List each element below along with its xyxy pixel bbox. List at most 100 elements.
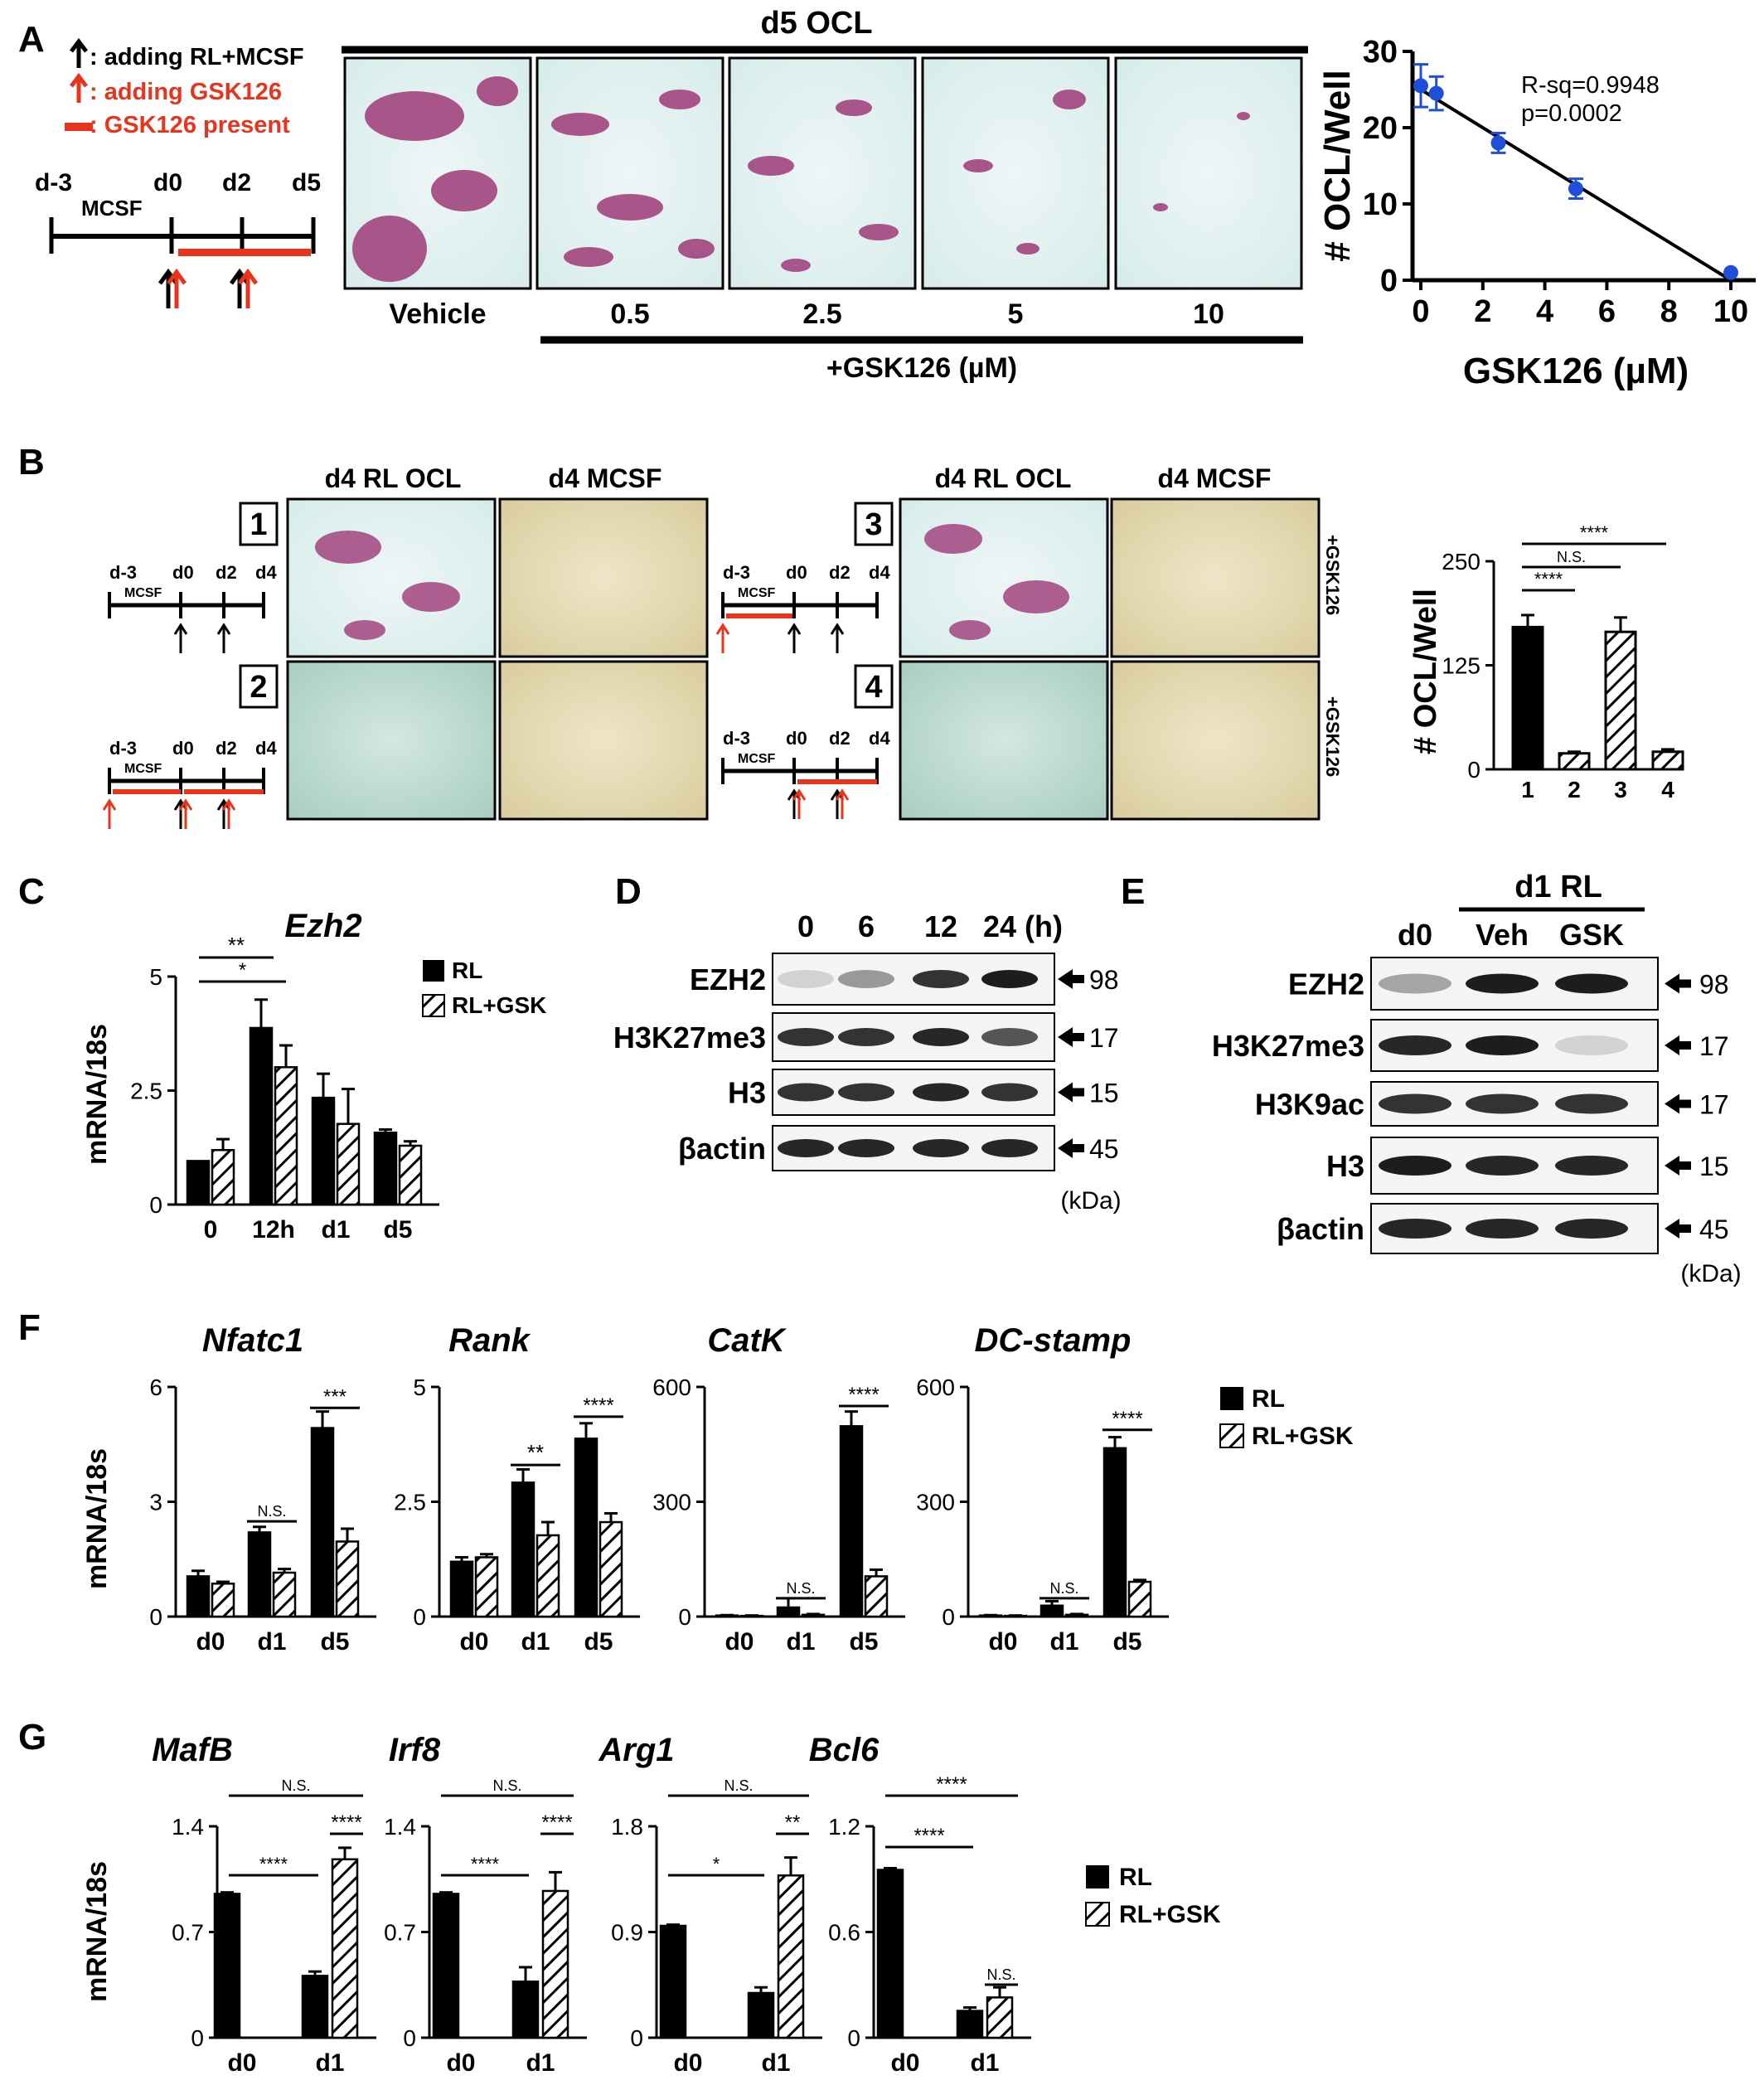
bar xyxy=(536,1534,560,1618)
legend-label: RL+GSK xyxy=(1252,1423,1354,1450)
timeline-tick-label: d-3 xyxy=(35,169,72,196)
timeline-tick-label: d2 xyxy=(829,728,850,749)
blot-band xyxy=(1379,1219,1451,1239)
blot-band xyxy=(1555,1093,1628,1114)
panel-g-legend: RL RL+GSK xyxy=(1085,1864,1221,1928)
black-arrow-icon xyxy=(158,268,179,308)
bar xyxy=(301,1975,329,2039)
charts-g: MafB 0 0.7 1.4 d0 d1 **** **** N.S. Irf8 0 0.7 1.4 d0… xyxy=(152,1732,1031,2077)
legend-red-arrow-text: : adding GSK126 xyxy=(90,79,282,105)
x-tick-label: d0 xyxy=(459,1628,488,1656)
col-header: d4 RL OCL xyxy=(325,463,462,493)
blot-band xyxy=(1555,1035,1628,1055)
blot-band xyxy=(1379,973,1451,994)
x-tick-label: 8 xyxy=(1660,294,1678,329)
bar xyxy=(1102,1447,1127,1618)
blot-band xyxy=(981,1139,1038,1157)
blot-band xyxy=(1466,1219,1539,1239)
x-tick-label: 2 xyxy=(1568,777,1581,802)
red-arrow-icon xyxy=(102,798,117,829)
kda-label: 17 xyxy=(1699,1090,1729,1120)
arrow-icon xyxy=(1058,1082,1084,1103)
lane-label: 6 xyxy=(858,909,875,943)
chart-title: CatK xyxy=(707,1322,787,1359)
significance-label: * xyxy=(713,1854,720,1874)
timeline-tick-label: d2 xyxy=(216,562,237,583)
kda-label: 15 xyxy=(1699,1152,1729,1181)
micrograph xyxy=(1110,660,1321,821)
bar xyxy=(336,1122,361,1206)
significance-label: N.S. xyxy=(1049,1580,1078,1597)
black-arrow-icon xyxy=(229,268,250,308)
red-arrow-icon xyxy=(237,268,259,308)
red-arrow-icon xyxy=(166,268,187,308)
blot-band xyxy=(981,970,1038,988)
blot-band xyxy=(1466,1156,1539,1176)
y-tick-label: 0.7 xyxy=(172,1919,204,1945)
timeline-tick-label: d0 xyxy=(786,728,807,749)
y-tick-label: 1.2 xyxy=(828,1814,860,1840)
y-tick-label: 0 xyxy=(630,2025,643,2051)
kda-unit: (kDa) xyxy=(1680,1260,1741,1287)
y-tick-label: 0.6 xyxy=(828,1919,860,1945)
x-tick-label: d1 xyxy=(970,2049,999,2077)
significance-label: **** xyxy=(259,1854,288,1874)
timeline-mcsf-label: MCSF xyxy=(81,196,143,221)
y-tick-label: 10 xyxy=(1363,187,1398,222)
bar xyxy=(211,1149,235,1206)
significance-label: **** xyxy=(1534,569,1563,589)
y-tick-label: 600 xyxy=(916,1375,955,1400)
col-header: d4 MCSF xyxy=(1158,463,1272,493)
timeline-tick-label: d-3 xyxy=(723,562,750,583)
significance-label: N.S. xyxy=(257,1503,286,1520)
significance-label: N.S. xyxy=(1557,549,1586,565)
x-tick-label: d1 xyxy=(521,1628,550,1656)
kda-label: 45 xyxy=(1699,1215,1729,1244)
arrow-icon xyxy=(1665,1093,1691,1114)
y-tick-label: 0 xyxy=(149,1192,162,1218)
bar xyxy=(776,1606,801,1618)
y-tick-label: 1.4 xyxy=(172,1814,204,1840)
y-tick-label: 2.5 xyxy=(130,1078,162,1103)
x-tick-label: d0 xyxy=(988,1628,1017,1656)
y-tick-label: 30 xyxy=(1363,35,1398,70)
bar xyxy=(956,2010,984,2039)
legend-label: RL xyxy=(452,958,482,983)
y-tick-label: 20 xyxy=(1363,111,1398,146)
blot-band xyxy=(778,1083,834,1102)
panel-a-micrographs xyxy=(343,56,1303,290)
panel-letter-f: F xyxy=(18,1307,41,1348)
row-label: EZH2 xyxy=(1288,967,1364,1001)
y-tick-label: 600 xyxy=(652,1375,691,1400)
x-tick-label: 3 xyxy=(1614,777,1627,802)
x-tick-label: d0 xyxy=(446,2049,475,2077)
black-arrow-icon xyxy=(830,623,845,653)
bar xyxy=(659,1924,687,2039)
bar xyxy=(1127,1580,1152,1618)
bar xyxy=(1604,630,1637,771)
significance-label: ** xyxy=(785,1811,801,1834)
timeline-tick-label: d4 xyxy=(255,562,277,583)
significance-label: **** xyxy=(541,1811,572,1834)
image-label-dose: 2.5 xyxy=(802,298,841,330)
bar xyxy=(839,1425,864,1618)
lane-label: 0 xyxy=(797,909,814,943)
kda-label: 15 xyxy=(1089,1079,1119,1108)
blot-e: d1 RL d0 Veh GSK EZH2 98 H3K27me3 17 H3K9ac 17 H3 1… xyxy=(1212,870,1742,1287)
bar xyxy=(331,1858,359,2039)
gsk-present-bar xyxy=(797,779,877,784)
bar xyxy=(511,1481,536,1618)
significance-label: N.S. xyxy=(986,1966,1015,1983)
blot-band xyxy=(778,1028,834,1046)
bar xyxy=(864,1575,889,1618)
kda-label: 17 xyxy=(1089,1023,1119,1053)
y-tick-label: 250 xyxy=(1442,549,1480,575)
blot-band xyxy=(1466,1093,1539,1114)
data-point xyxy=(1568,181,1583,196)
kda-unit: (kDa) xyxy=(1060,1187,1121,1215)
image-label-vehicle: Vehicle xyxy=(389,298,486,330)
y-tick-label: 0.9 xyxy=(611,1919,643,1945)
panel-a-image-labels: Vehicle 0.5 2.5 5 10 +GSK126 (µM) xyxy=(389,298,1303,384)
x-tick-label: d1 xyxy=(526,2049,555,2077)
y-tick-label: 300 xyxy=(916,1489,955,1515)
